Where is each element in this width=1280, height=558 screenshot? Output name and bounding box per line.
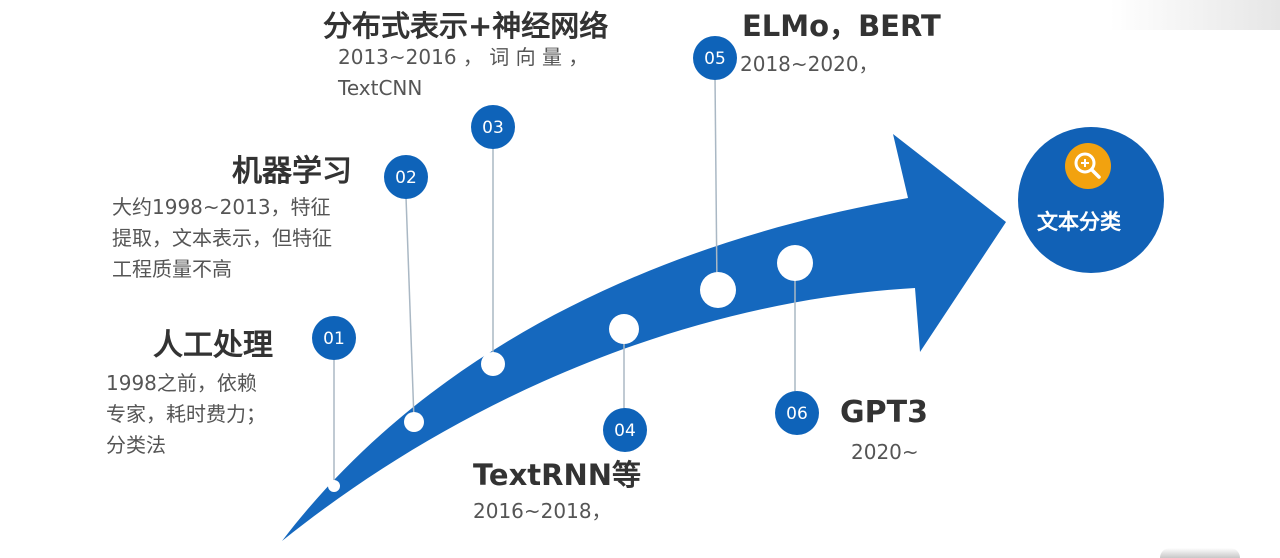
stage-01-desc-line-3: 分类法	[106, 433, 166, 457]
goal-label: 文本分类	[1037, 210, 1121, 234]
badge-01	[312, 316, 356, 360]
goal-circle	[1018, 127, 1164, 273]
bottom-shade	[1160, 548, 1240, 558]
stage-02-desc-line-1: 大约1998~2013，特征	[112, 195, 331, 219]
milestone-dot-04	[609, 314, 639, 344]
milestone-dot-01	[328, 480, 340, 492]
magnifier-plus-icon	[1065, 143, 1111, 189]
milestone-dot-02	[404, 412, 424, 432]
milestone-dot-05	[700, 272, 736, 308]
stage-03-title: 分布式表示+神经网络	[323, 9, 609, 43]
badge-number-02: 02	[395, 168, 417, 188]
badge-number-05: 05	[704, 49, 726, 69]
stage-06-desc-line-1: 2020~	[851, 440, 919, 464]
badge-numbers: 01 02 03 04 05 06	[323, 49, 808, 441]
stage-02-desc-line-3: 工程质量不高	[112, 257, 232, 281]
corner-shade	[1110, 0, 1280, 30]
badge-number-01: 01	[323, 329, 345, 349]
badge-05	[693, 36, 737, 80]
stage-05-desc-line-1: 2018~2020，	[740, 52, 879, 76]
number-badges	[312, 36, 819, 452]
leader-line-05	[714, 75, 718, 291]
timeline-arrow	[282, 134, 1006, 541]
badge-04	[603, 408, 647, 452]
badge-02	[384, 155, 428, 199]
stage-05-title: ELMo，BERT	[742, 9, 941, 43]
stage-02-title: 机器学习	[232, 154, 352, 189]
stage-01-desc-line-2: 专家，耗时费力；	[106, 402, 266, 426]
stage-04-desc-line-1: 2016~2018，	[473, 499, 612, 523]
badge-number-06: 06	[786, 404, 808, 424]
milestone-dots	[328, 245, 813, 492]
badge-03	[471, 105, 515, 149]
stage-03-desc-line-2: TextCNN	[338, 76, 423, 100]
leader-lines	[333, 75, 796, 484]
badge-number-03: 03	[482, 118, 504, 138]
badge-number-04: 04	[614, 421, 636, 441]
badge-06	[775, 391, 819, 435]
milestone-dot-06	[777, 245, 813, 281]
stage-06-title: GPT3	[840, 395, 928, 430]
leader-line-02	[405, 196, 415, 421]
stage-01-desc-line-1: 1998之前，依赖	[106, 371, 257, 395]
milestone-dot-03	[481, 352, 505, 376]
stage-02-desc-line-2: 提取，文本表示，但特征	[112, 226, 332, 250]
stage-04-title: TextRNN等	[473, 458, 642, 492]
stage-01-title: 人工处理	[153, 328, 273, 363]
stage-03-desc-line-1: 2013~2016 ， 词 向 量 ，	[338, 45, 589, 69]
